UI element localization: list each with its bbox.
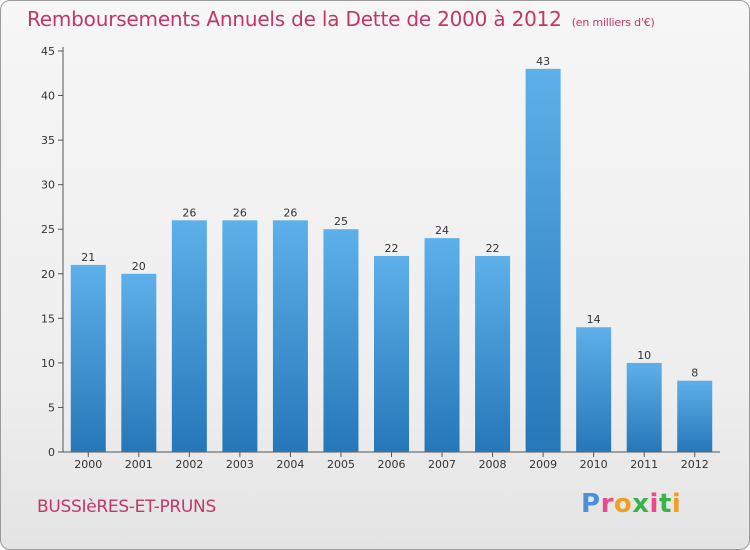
x-tick-label: 2002 xyxy=(175,458,203,471)
x-tick-label: 2003 xyxy=(226,458,254,471)
logo-letter: o xyxy=(613,489,633,519)
x-tick-label: 2012 xyxy=(681,458,709,471)
y-tick-label: 0 xyxy=(48,446,55,459)
y-tick-label: 45 xyxy=(41,45,55,58)
value-label: 26 xyxy=(233,206,247,219)
proxiti-logo: Proxiti xyxy=(581,489,681,519)
logo-letter: i xyxy=(649,489,659,519)
value-label: 22 xyxy=(486,242,500,255)
logo-letter: P xyxy=(581,489,601,519)
x-tick-label: 2005 xyxy=(327,458,355,471)
value-label: 26 xyxy=(182,206,196,219)
bar-2005 xyxy=(323,229,359,452)
x-tick-label: 2004 xyxy=(276,458,304,471)
y-tick-label: 10 xyxy=(41,357,55,370)
x-tick-label: 2009 xyxy=(529,458,557,471)
x-tick-label: 2007 xyxy=(428,458,456,471)
bar-2008 xyxy=(475,255,511,452)
bar-2009 xyxy=(525,68,561,453)
value-label: 14 xyxy=(587,313,601,326)
x-tick-label: 2001 xyxy=(125,458,153,471)
y-tick-label: 25 xyxy=(41,223,55,236)
value-label: 10 xyxy=(637,349,651,362)
y-tick-label: 15 xyxy=(41,312,55,325)
logo-letter: t xyxy=(658,489,672,519)
value-label: 43 xyxy=(536,55,550,68)
value-label: 26 xyxy=(283,206,297,219)
value-label: 8 xyxy=(691,367,698,380)
y-tick-label: 20 xyxy=(41,268,55,281)
bar-2011 xyxy=(626,362,662,452)
value-label: 21 xyxy=(81,251,95,264)
y-tick-label: 40 xyxy=(41,90,55,103)
bar-2007 xyxy=(424,238,460,452)
x-tick-label: 2006 xyxy=(378,458,406,471)
bar-2003 xyxy=(222,220,258,452)
y-tick-label: 5 xyxy=(48,401,55,414)
value-label: 20 xyxy=(132,260,146,273)
value-label: 22 xyxy=(385,242,399,255)
logo-letter: x xyxy=(632,489,650,519)
logo-letter: r xyxy=(600,489,614,519)
bar-2012 xyxy=(677,380,713,452)
logo-letter: i xyxy=(671,489,682,519)
x-tick-label: 2008 xyxy=(479,458,507,471)
chart-title-text: Remboursements Annuels de la Dette de 20… xyxy=(27,7,562,31)
x-tick-label: 2010 xyxy=(580,458,608,471)
value-label: 25 xyxy=(334,215,348,228)
y-tick-label: 30 xyxy=(41,179,55,192)
x-tick-label: 2011 xyxy=(630,458,658,471)
town-name: BUSSIèRES-ET-PRUNS xyxy=(37,497,216,517)
bar-2010 xyxy=(576,327,612,452)
unit-note: (en milliers d'€) xyxy=(571,16,655,29)
x-tick-label: 2000 xyxy=(74,458,102,471)
y-tick-label: 35 xyxy=(41,134,55,147)
chart-title: Remboursements Annuels de la Dette de 20… xyxy=(27,7,655,31)
bar-2000 xyxy=(70,264,106,452)
bar-2002 xyxy=(171,220,207,452)
bar-2001 xyxy=(121,273,157,452)
bar-2006 xyxy=(374,255,409,452)
bar-2004 xyxy=(272,220,308,452)
value-label: 24 xyxy=(435,224,449,237)
